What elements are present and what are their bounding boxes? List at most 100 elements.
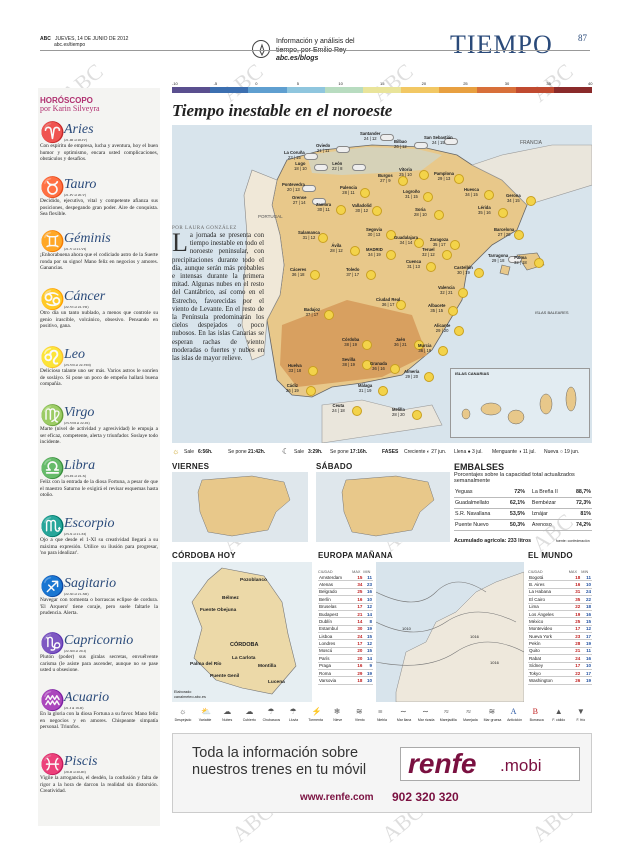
europa-table: CIUDAD MAX MIN Amsterdam 15 11 Atenas 34 23 Belgr… xyxy=(318,570,373,685)
sun-icon xyxy=(412,410,422,420)
scale-segment xyxy=(362,87,402,93)
sun-icon xyxy=(362,360,372,370)
city-name: Zamora xyxy=(316,202,332,207)
col-city: CIUDAD xyxy=(528,570,543,574)
label-canarias: ISLAS CANARIAS xyxy=(455,371,490,376)
city-temp: 27 | 20 xyxy=(497,231,511,237)
city-name: Roma xyxy=(318,669,353,678)
city-name: Ávila xyxy=(331,243,342,248)
ad-text: Toda la información sobre nuestros trene… xyxy=(192,745,366,779)
city-forecast: Murcia 36 | 19 xyxy=(418,343,432,354)
sun-icon xyxy=(386,230,396,240)
storm-icon: ⚡ xyxy=(311,707,322,716)
city-name: Gerona xyxy=(506,193,521,198)
legend-label: Nieve xyxy=(333,718,343,722)
city-forecast: Lugo 18 | 10 xyxy=(294,161,307,172)
sun-icon xyxy=(484,190,494,200)
city-name: Toledo xyxy=(346,267,360,272)
legend-label: Anticiclón xyxy=(507,718,523,722)
sun-icon xyxy=(454,326,464,336)
city-name: Cádiz xyxy=(286,383,298,388)
sun-icon xyxy=(372,206,382,216)
temp-min: 12 xyxy=(581,625,592,634)
city-forecast: Salamanca 31 | 12 xyxy=(298,230,320,241)
city-name: Alicante xyxy=(434,323,451,328)
cold-front-icon: ▼ xyxy=(576,707,585,716)
sun-icon xyxy=(454,174,464,184)
reservoir-value: 50,3% xyxy=(503,519,526,531)
anticyclone-icon: A xyxy=(510,707,517,716)
sun-icon: ☼ xyxy=(172,447,180,456)
city-temp: 24 | 12 xyxy=(363,135,377,141)
temp-min: 12 xyxy=(363,639,373,648)
temp-max: 30 xyxy=(352,625,364,634)
sun-icon xyxy=(534,258,544,268)
city-name: Lima xyxy=(528,603,569,611)
city-forecast: Guadalajara 34 | 14 xyxy=(394,235,418,246)
city-name: Valencia xyxy=(438,285,455,290)
sign-name: Sagitario xyxy=(64,576,117,591)
temp-min: 16 xyxy=(363,588,373,597)
sabado-map xyxy=(316,472,450,542)
rain-cloud-icon xyxy=(302,185,316,192)
embalses-total: Acumulado agrícola: 233 litros xyxy=(454,538,532,544)
label-portugal: PORTUGAL xyxy=(258,214,283,219)
city-name: Montevideo xyxy=(528,625,569,634)
temp-max: 21 xyxy=(352,610,364,619)
city-forecast: Badajoz 37 | 17 xyxy=(304,307,320,318)
horoscope-title: HORÓSCOPO xyxy=(40,96,93,105)
col-min: MIN xyxy=(363,570,371,574)
low-pressure-icon: B xyxy=(532,707,539,716)
moon-icon: ☾ xyxy=(282,447,290,456)
table-row: Lima 22 18 xyxy=(528,603,592,611)
renfe-logo-suffix: .mobi xyxy=(500,756,542,775)
scale-label: 30 xyxy=(504,81,510,86)
section-title: TIEMPO xyxy=(450,30,553,59)
temp-max: 23 xyxy=(568,632,582,641)
reservoir-name: Arenoso xyxy=(525,519,570,531)
reservoir-value: 81% xyxy=(569,508,592,520)
renfe-logo xyxy=(400,747,580,781)
temp-max: 28 xyxy=(568,639,582,648)
article-text: a jornada se presenta con tiempo inestab… xyxy=(172,232,264,363)
author-line1: Información y análisis del xyxy=(276,38,355,45)
cordoba-city: Palma del Río xyxy=(190,662,222,667)
legend-label: Mar rizada xyxy=(417,718,435,722)
weather-legend: ☼ Despejado ⛅ Variable ☁ Nubes ☁ Cubierto ☂ Chuba… xyxy=(172,708,592,728)
city-forecast: Almería 29 | 20 xyxy=(404,369,419,380)
city-name: Cuenca xyxy=(406,259,422,264)
zodiac-icon: ♐ xyxy=(40,576,65,598)
temp-min: 19 xyxy=(581,639,592,648)
phase-creciente: Creciente ◐ 27 jun. xyxy=(404,449,447,455)
city-temp: 23 | 15 xyxy=(287,154,301,160)
temp-min: 16 xyxy=(581,654,592,663)
temp-min: 8 xyxy=(363,617,373,626)
city-name: San Sebastián xyxy=(424,135,453,140)
sun-icon xyxy=(498,208,508,218)
city-name: Berlín xyxy=(318,595,353,604)
temp-max: 29 xyxy=(352,669,364,678)
city-name: Londres xyxy=(318,639,353,648)
temp-min: 19 xyxy=(581,676,592,685)
zodiac-icon: ♎ xyxy=(40,458,65,480)
ad-line2: nuestros trenes en tu móvil xyxy=(192,762,367,778)
city-forecast: Pamplona 29 | 13 xyxy=(434,171,454,182)
city-forecast: Alicante 29 | 20 xyxy=(434,323,451,334)
city-name: Castellón xyxy=(454,265,473,270)
city-name: Teruel xyxy=(422,247,435,252)
sun-icon xyxy=(386,250,396,260)
sun-icon xyxy=(398,176,408,186)
city-name: Varsovia xyxy=(318,676,353,685)
ad-url[interactable]: www.renfe.com xyxy=(300,792,374,803)
city-forecast: Lérida 35 | 16 xyxy=(478,205,491,216)
canary-islands-inset xyxy=(450,368,590,438)
scale-segment xyxy=(515,87,554,93)
temp-max: 16 xyxy=(352,595,364,604)
temp-min: 10 xyxy=(581,662,592,670)
author-blog-link[interactable]: abc.es/blogs xyxy=(276,55,319,62)
city-name: París xyxy=(318,654,353,663)
city-temp: 28 | 11 xyxy=(342,189,355,195)
city-temp: 31 | 19 xyxy=(358,387,372,393)
sun-icon xyxy=(396,300,406,310)
city-name: Los Ángeles xyxy=(528,610,569,619)
